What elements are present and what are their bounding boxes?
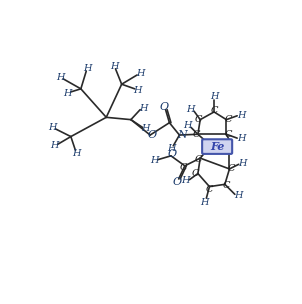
Text: H: H [63, 89, 72, 98]
Text: C: C [193, 130, 200, 139]
Text: H: H [50, 141, 59, 150]
FancyBboxPatch shape [202, 139, 232, 154]
Text: H: H [150, 156, 159, 165]
Text: H: H [133, 86, 142, 95]
Text: H: H [136, 69, 144, 78]
Text: H: H [237, 134, 245, 143]
Text: O: O [148, 130, 157, 140]
Text: C: C [179, 163, 187, 172]
Text: H: H [201, 198, 209, 206]
Text: H: H [141, 124, 150, 133]
Text: C: C [224, 115, 232, 124]
Text: H: H [237, 111, 245, 119]
Text: H: H [184, 121, 192, 130]
Text: N: N [177, 130, 187, 140]
Text: H: H [48, 123, 56, 132]
Text: Fe: Fe [210, 141, 224, 152]
Text: C: C [210, 106, 218, 115]
Text: H: H [234, 192, 243, 200]
Text: H: H [139, 104, 147, 112]
Text: H: H [72, 149, 81, 158]
Text: C: C [228, 164, 236, 173]
Text: H: H [83, 64, 91, 73]
Text: H: H [111, 62, 119, 71]
Text: C: C [195, 115, 202, 124]
Text: O: O [172, 177, 182, 187]
Text: C: C [192, 169, 199, 178]
Text: O: O [168, 149, 177, 159]
Text: C: C [195, 155, 202, 164]
Text: C: C [223, 181, 230, 190]
Text: H: H [167, 144, 175, 154]
Text: O: O [159, 102, 169, 112]
Text: H: H [186, 105, 194, 114]
Text: C: C [206, 185, 213, 194]
Text: H: H [56, 73, 64, 82]
Text: H: H [238, 159, 247, 168]
Text: C: C [224, 130, 232, 139]
Text: H: H [210, 92, 218, 101]
Text: H: H [181, 176, 190, 185]
